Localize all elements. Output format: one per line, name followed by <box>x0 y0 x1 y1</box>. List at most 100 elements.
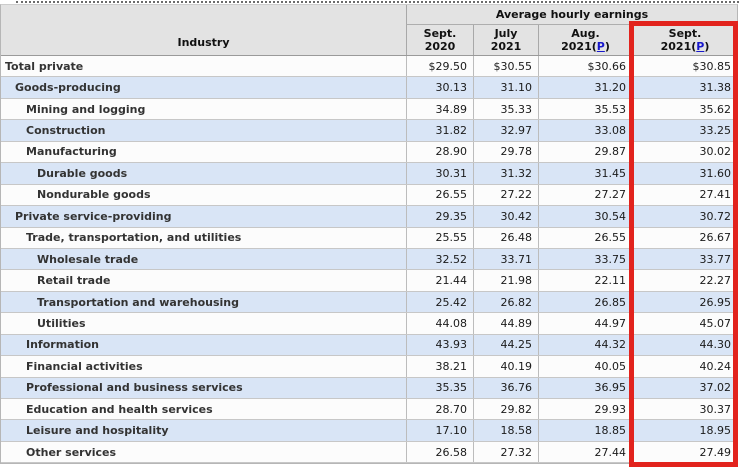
earnings-value: 27.32 <box>473 441 538 463</box>
earnings-value: 33.25 <box>632 120 737 141</box>
earnings-value: 30.02 <box>632 141 737 163</box>
earnings-value: 44.30 <box>632 334 737 356</box>
earnings-value: 35.33 <box>473 98 538 120</box>
earnings-value: 40.24 <box>632 356 737 377</box>
table-row: Goods-producing 30.13 31.10 31.20 31.38 <box>1 77 737 99</box>
industry-label: Total private <box>5 59 84 73</box>
earnings-value: 36.95 <box>538 377 632 398</box>
table-row: Total private $29.50 $30.55 $30.66 $30.85 <box>1 56 737 78</box>
earnings-value: 44.89 <box>473 313 538 334</box>
earnings-value: 44.25 <box>473 334 538 356</box>
earnings-value: 33.08 <box>538 120 632 141</box>
earnings-value: 30.54 <box>538 206 632 227</box>
earnings-value: 31.45 <box>538 163 632 184</box>
dotted-divider <box>16 1 739 3</box>
earnings-value: 26.58 <box>406 441 473 463</box>
column-header-line2: 2021(P) <box>561 40 610 53</box>
earnings-value: 40.19 <box>473 356 538 377</box>
earnings-value: 28.90 <box>406 141 473 163</box>
earnings-value: 26.67 <box>632 227 737 248</box>
earnings-value: 30.72 <box>632 206 737 227</box>
industry-label: Information <box>26 338 99 352</box>
column-header-july-2021: July 2021 <box>473 25 538 55</box>
earnings-value: 26.95 <box>632 291 737 313</box>
earnings-value: 37.02 <box>632 377 737 398</box>
industry-label: Leisure and hospitality <box>26 424 169 438</box>
earnings-value: 31.10 <box>473 77 538 98</box>
table-row: Retail trade 21.44 21.98 22.11 22.27 <box>1 270 737 292</box>
table-row: Wholesale trade 32.52 33.71 33.75 33.77 <box>1 248 737 271</box>
industry-label: Retail trade <box>37 274 111 288</box>
earnings-value: 40.05 <box>538 356 632 377</box>
earnings-value: 33.77 <box>632 248 737 270</box>
earnings-value: 18.85 <box>538 420 632 441</box>
industry-label: Private service-providing <box>15 209 172 223</box>
earnings-value: 31.82 <box>406 120 473 141</box>
earnings-value: 32.52 <box>406 248 473 270</box>
year-text: 2021( <box>561 40 597 53</box>
earnings-value: 43.93 <box>406 334 473 356</box>
industry-label: Transportation and warehousing <box>37 295 239 309</box>
preliminary-footnote-link[interactable]: P <box>696 40 705 53</box>
table-header: Industry Average hourly earnings Sept. 2… <box>1 5 737 56</box>
earnings-value: 21.44 <box>406 270 473 291</box>
earnings-value: 34.89 <box>406 98 473 120</box>
earnings-value: $29.50 <box>406 56 473 77</box>
earnings-value: 44.97 <box>538 313 632 334</box>
industry-label: Wholesale trade <box>37 252 139 266</box>
earnings-value: 29.87 <box>538 141 632 163</box>
column-header-line2: 2021(P) <box>661 40 710 53</box>
earnings-value: 22.27 <box>632 270 737 291</box>
earnings-value: 27.44 <box>538 441 632 463</box>
earnings-value: 22.11 <box>538 270 632 291</box>
earnings-value: 28.70 <box>406 399 473 420</box>
table-row: Nondurable goods 26.55 27.22 27.27 27.41 <box>1 184 737 207</box>
table-row: Utilities 44.08 44.89 44.97 45.07 <box>1 313 737 335</box>
table-row: Leisure and hospitality 17.10 18.58 18.85 18… <box>1 420 737 442</box>
column-header-sept-2021: Sept. 2021(P) <box>632 25 737 55</box>
earnings-value: 44.32 <box>538 334 632 356</box>
earnings-value: 31.32 <box>473 163 538 184</box>
table-row: Professional and business services 35.35 3… <box>1 377 737 399</box>
table-row: Financial activities 38.21 40.19 40.05 40.24 <box>1 356 737 378</box>
earnings-value: 29.82 <box>473 399 538 420</box>
earnings-value: 31.60 <box>632 163 737 184</box>
year-text: 2021( <box>660 40 697 53</box>
earnings-value: 26.48 <box>473 227 538 248</box>
industry-label: Financial activities <box>26 359 143 373</box>
column-header-line1: Sept. <box>423 27 457 40</box>
earnings-value: 26.85 <box>538 291 632 313</box>
earnings-value: 38.21 <box>406 356 473 377</box>
industry-column-header: Industry <box>1 5 406 55</box>
earnings-value: 26.55 <box>538 227 632 248</box>
column-header-line1: Sept. <box>668 27 702 40</box>
earnings-value: 32.97 <box>473 120 538 141</box>
industry-label: Professional and business services <box>26 381 243 395</box>
earnings-value: 33.71 <box>473 248 538 270</box>
earnings-value: 26.82 <box>473 291 538 313</box>
table-row: Transportation and warehousing 25.42 26.82… <box>1 291 737 314</box>
table-row: Construction 31.82 32.97 33.08 33.25 <box>1 120 737 142</box>
table-row: Trade, transportation, and utilities 25.5… <box>1 227 737 249</box>
paren-text: ) <box>604 40 610 53</box>
column-header-sept-2020: Sept. 2020 <box>406 25 473 55</box>
table-row: Mining and logging 34.89 35.33 35.53 35.62 <box>1 98 737 121</box>
industry-label: Other services <box>26 445 117 459</box>
table-row: Other services 26.58 27.32 27.44 27.49 <box>1 441 737 464</box>
earnings-value: 18.58 <box>473 420 538 441</box>
earnings-value: 36.76 <box>473 377 538 398</box>
earnings-value: $30.85 <box>632 56 737 77</box>
industry-label: Trade, transportation, and utilities <box>26 231 242 245</box>
preliminary-footnote-link[interactable]: P <box>596 40 605 53</box>
earnings-value: $30.66 <box>538 56 632 77</box>
table-row: Education and health services 28.70 29.82 2… <box>1 399 737 421</box>
earnings-value: 33.75 <box>538 248 632 270</box>
industry-label: Nondurable goods <box>37 188 151 202</box>
column-header-line1: Aug. <box>571 27 600 40</box>
column-header-line1: July <box>494 27 518 40</box>
column-header-aug-2021: Aug. 2021(P) <box>538 25 632 55</box>
column-header-line2: 2020 <box>424 40 456 53</box>
earnings-value: $30.55 <box>473 56 538 77</box>
earnings-value: 18.95 <box>632 420 737 441</box>
